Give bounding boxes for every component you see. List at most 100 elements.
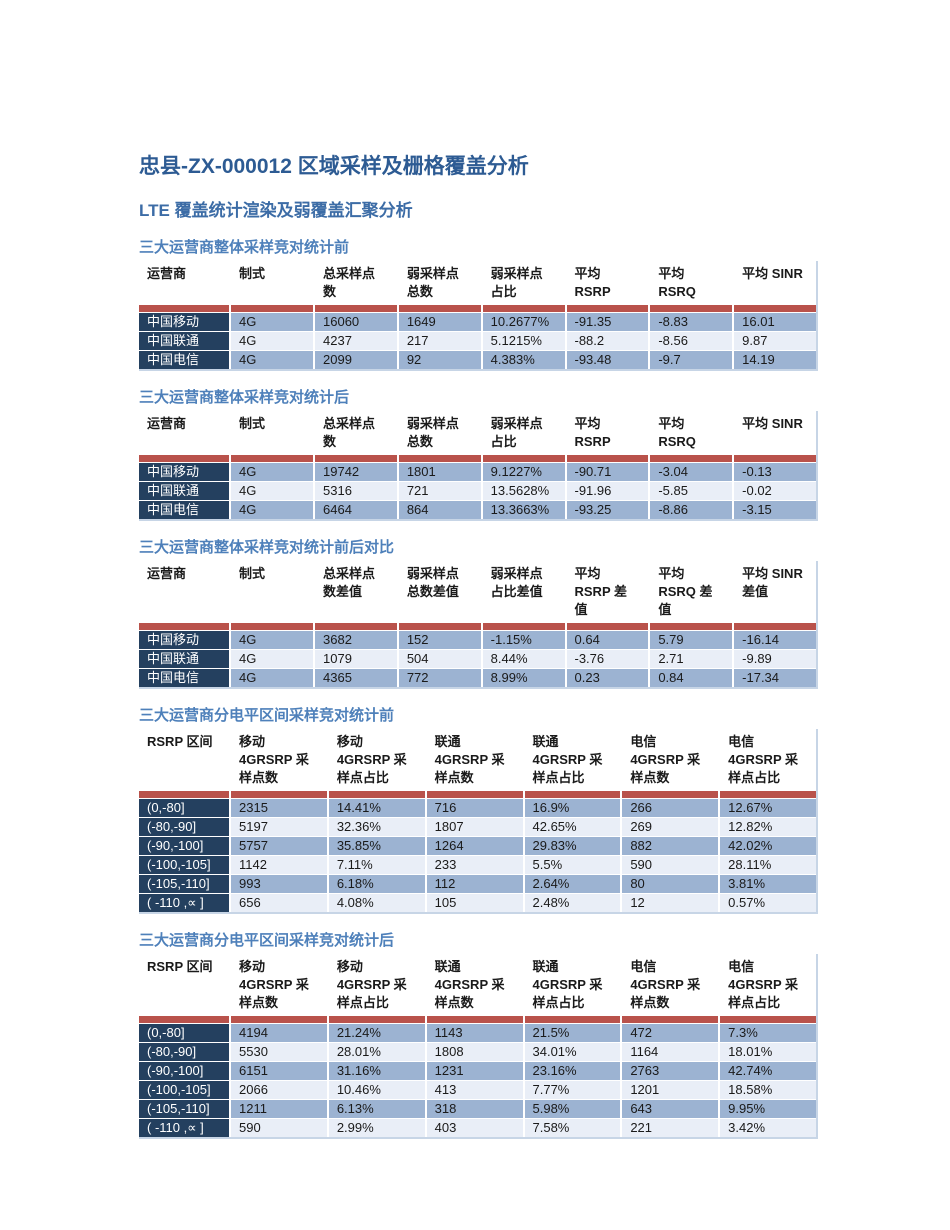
column-header: 联通 4GRSRP 采 样点数 [426, 954, 523, 1015]
data-cell: 1807 [426, 818, 523, 836]
column-header: 总采样点 数 [315, 411, 397, 454]
data-table: 运营商 制式 总采样点 数差值 弱采样点 总数差值 弱采样点 占比差值 平均 RSRP 差… [139, 561, 818, 689]
row-label-cell: (-100,-105] [139, 856, 229, 874]
red-separator-bar [482, 623, 565, 630]
tables-container: 三大运营商整体采样竞对统计前 运营商 制式 总采样点 数弱采样点 总数 弱采样点 占比平… [139, 239, 818, 1139]
data-cell: 2.48% [524, 894, 621, 912]
data-cell: 7.3% [720, 1024, 816, 1042]
row-label-cell: 中国电信 [139, 669, 229, 687]
data-cell: 4G [231, 631, 313, 649]
data-cell: 269 [622, 818, 719, 836]
column-header: 电信 4GRSRP 采 样点数 [622, 954, 719, 1015]
column-header: 平均 RSRP [566, 261, 649, 304]
data-cell: 28.01% [328, 1043, 425, 1061]
row-label-cell: 中国电信 [139, 351, 229, 369]
data-cell: 4G [231, 482, 313, 500]
data-cell: 5197 [231, 818, 327, 836]
data-cell: 4G [231, 669, 313, 687]
column-header: 移动 4GRSRP 采 样点数 [231, 729, 327, 790]
data-cell: 4G [231, 501, 313, 519]
column-header: RSRP 区间 [139, 729, 229, 790]
red-separator-bar [315, 455, 397, 462]
red-separator-bar [650, 455, 733, 462]
row-label-cell: (-100,-105] [139, 1081, 229, 1099]
data-cell: 5.5% [524, 856, 621, 874]
red-separator-bar [315, 305, 397, 312]
data-cell: 13.5628% [482, 482, 565, 500]
data-cell: 4G [231, 313, 313, 331]
data-cell: 16060 [315, 313, 397, 331]
data-cell: -17.34 [734, 669, 816, 687]
row-label-cell: 中国移动 [139, 463, 229, 481]
column-header: 联通 4GRSRP 采 样点数 [426, 729, 523, 790]
data-cell: 9.1227% [482, 463, 565, 481]
column-header: 总采样点 数 [315, 261, 397, 304]
data-cell: 1142 [231, 856, 327, 874]
data-cell: 92 [398, 351, 481, 369]
data-cell: 42.74% [720, 1062, 816, 1080]
data-cell: 12 [622, 894, 719, 912]
data-cell: -3.15 [734, 501, 816, 519]
data-cell: 656 [231, 894, 327, 912]
column-header: 弱采样点 占比差值 [482, 561, 565, 622]
data-cell: 14.19 [734, 351, 816, 369]
data-cell: 80 [622, 875, 719, 893]
data-cell: 4G [231, 351, 313, 369]
column-header: 弱采样点 总数差值 [398, 561, 481, 622]
data-cell: 112 [426, 875, 523, 893]
row-label-cell: (-90,-100] [139, 837, 229, 855]
row-label-cell: 中国移动 [139, 631, 229, 649]
column-header: 平均 RSRQ [650, 411, 733, 454]
data-cell: 4194 [231, 1024, 327, 1042]
row-label-cell: 中国联通 [139, 332, 229, 350]
row-label-cell: (-105,-110] [139, 1100, 229, 1118]
data-table: RSRP 区间 移动 4GRSRP 采 样点数 移动 4GRSRP 采 样点占比 联通… [139, 954, 818, 1139]
red-separator-bar [426, 1016, 523, 1023]
data-cell: 504 [398, 650, 481, 668]
red-separator-bar [398, 455, 481, 462]
data-cell: -5.85 [650, 482, 733, 500]
data-cell: 1808 [426, 1043, 523, 1061]
data-cell: -90.71 [566, 463, 649, 481]
data-cell: 14.41% [328, 799, 425, 817]
data-cell: 4365 [315, 669, 397, 687]
column-header: 平均 SINR 差值 [734, 561, 816, 622]
data-cell: -88.2 [566, 332, 649, 350]
data-cell: 10.2677% [482, 313, 565, 331]
section-heading: 三大运营商整体采样竞对统计前 [139, 239, 350, 256]
column-header: 联通 4GRSRP 采 样点占比 [524, 729, 621, 790]
red-separator-bar [524, 791, 621, 798]
data-cell: 2.99% [328, 1119, 425, 1137]
red-separator-bar [482, 455, 565, 462]
red-separator-bar [231, 305, 313, 312]
data-cell: 23.16% [524, 1062, 621, 1080]
data-table: RSRP 区间 移动 4GRSRP 采 样点数 移动 4GRSRP 采 样点占比 联通… [139, 729, 818, 914]
data-cell: -1.15% [482, 631, 565, 649]
row-label-cell: ( -110 ,∝ ] [139, 1119, 229, 1137]
data-cell: 5.79 [650, 631, 733, 649]
data-cell: 4.383% [482, 351, 565, 369]
data-cell: 16.9% [524, 799, 621, 817]
data-cell: -0.13 [734, 463, 816, 481]
data-cell: 28.11% [720, 856, 816, 874]
red-separator-bar [315, 623, 397, 630]
column-header: 运营商 [139, 261, 229, 304]
column-header: 电信 4GRSRP 采 样点占比 [720, 954, 816, 1015]
data-cell: 42.65% [524, 818, 621, 836]
data-cell: 19742 [315, 463, 397, 481]
red-separator-bar [328, 1016, 425, 1023]
page-title: 忠县-ZX-000012 区域采样及栅格覆盖分析 [139, 155, 529, 178]
data-cell: 29.83% [524, 837, 621, 855]
red-separator-bar [720, 791, 816, 798]
red-separator-bar [328, 791, 425, 798]
red-separator-bar [231, 623, 313, 630]
row-label-cell: 中国联通 [139, 650, 229, 668]
red-separator-bar [734, 623, 816, 630]
data-cell: 5757 [231, 837, 327, 855]
data-cell: 266 [622, 799, 719, 817]
data-cell: 716 [426, 799, 523, 817]
data-cell: -16.14 [734, 631, 816, 649]
red-separator-bar [566, 455, 649, 462]
data-cell: -9.7 [650, 351, 733, 369]
data-cell: 5.98% [524, 1100, 621, 1118]
